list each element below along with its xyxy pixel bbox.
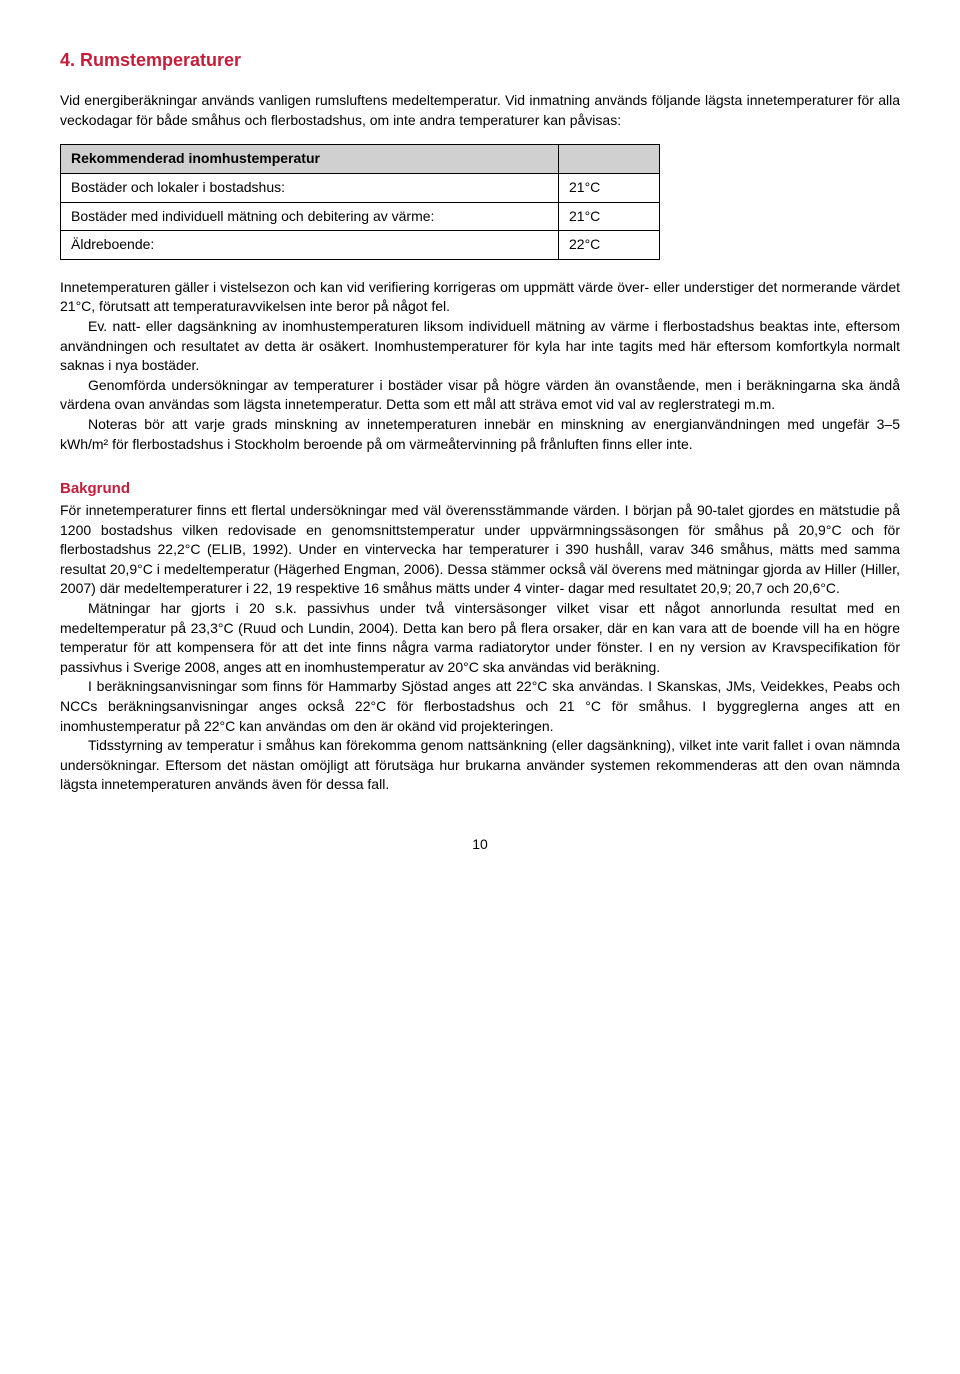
page-number: 10 [60, 835, 900, 855]
body-paragraph: Noteras bör att varje grads minskning av… [60, 415, 900, 454]
table-row: Bostäder med individuell mätning och deb… [61, 202, 660, 231]
bakgrund-heading: Bakgrund [60, 478, 900, 499]
table-cell-value: 21°C [559, 202, 660, 231]
body-paragraph: Genomförda undersökningar av temperature… [60, 376, 900, 415]
table-row: Bostäder och lokaler i bostadshus: 21°C [61, 173, 660, 202]
table-cell-label: Bostäder med individuell mätning och deb… [61, 202, 559, 231]
table-cell-label: Äldreboende: [61, 231, 559, 260]
bakgrund-paragraph: Tidsstyrning av temperatur i småhus kan … [60, 736, 900, 795]
bakgrund-paragraph: För innetemperaturer finns ett flertal u… [60, 501, 900, 599]
table-cell-value: 22°C [559, 231, 660, 260]
intro-paragraph: Vid energiberäkningar används vanligen r… [60, 91, 900, 130]
bakgrund-paragraph: Mätningar har gjorts i 20 s.k. passivhus… [60, 599, 900, 677]
table-row: Äldreboende: 22°C [61, 231, 660, 260]
recommendation-table: Rekommenderad inomhustemperatur Bostäder… [60, 144, 660, 259]
table-header-empty [559, 145, 660, 174]
body-paragraph: Innetemperaturen gäller i vistelsezon oc… [60, 278, 900, 317]
body-paragraph: Ev. natt- eller dagsänkning av inomhuste… [60, 317, 900, 376]
bakgrund-paragraph: I beräkningsanvisningar som finns för Ha… [60, 677, 900, 736]
section-title: 4. Rumstemperaturer [60, 48, 900, 73]
table-cell-value: 21°C [559, 173, 660, 202]
table-header: Rekommenderad inomhustemperatur [61, 145, 559, 174]
table-cell-label: Bostäder och lokaler i bostadshus: [61, 173, 559, 202]
